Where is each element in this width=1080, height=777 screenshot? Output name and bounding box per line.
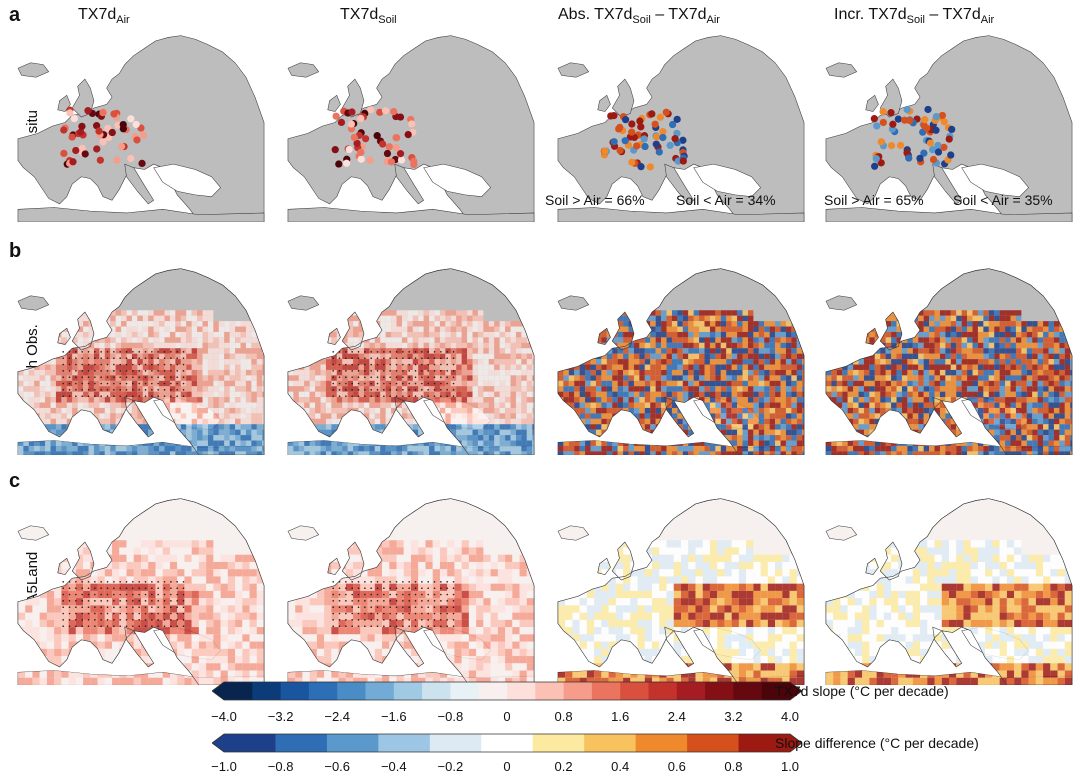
- col-title-air: TX7dAir: [78, 6, 130, 27]
- colorbar-arrow-left: [212, 682, 224, 700]
- colorbar-diff-title: Slope difference (°C per decade): [775, 735, 979, 751]
- colorbar-tick-label: 1.0: [780, 759, 800, 774]
- colorbar-swatch: [563, 682, 593, 700]
- colorbar-tick-label: −0.2: [437, 759, 464, 774]
- colorbar-slope-title: TX7d slope (°C per decade): [775, 683, 949, 699]
- colorbar-tick-label: 0.4: [611, 759, 630, 774]
- colorbar-tick-label: 0.8: [554, 709, 573, 724]
- colorbar-swatch: [535, 682, 565, 700]
- colorbar-swatch: [429, 734, 482, 752]
- panel-label-a: a: [9, 4, 21, 26]
- colorbar-tick-label: 1.6: [611, 709, 630, 724]
- colorbar-swatch: [422, 682, 451, 700]
- colorbar-swatch: [326, 734, 379, 752]
- colorbar-swatch: [648, 682, 678, 700]
- map-insitu-soil: [287, 35, 535, 222]
- colorbar-arrow-right: [790, 734, 802, 752]
- map-insitu-incr: [825, 35, 1073, 222]
- stat-incr-soil-gt-air: Soil > Air = 65%: [824, 192, 924, 208]
- stat-incr-soil-lt-air: Soil < Air = 35%: [953, 192, 1053, 208]
- col-title-incr-diff: Incr. TX7dSoil – TX7dAir: [834, 6, 995, 27]
- map-era5land-soil: [287, 498, 535, 685]
- colorbar-swatch: [705, 682, 734, 700]
- colorbar-swatch: [393, 682, 423, 700]
- colorbar-tick-label: 0.2: [554, 759, 573, 774]
- colorbar-tick-label: 0.8: [724, 759, 743, 774]
- colorbar-swatch: [591, 682, 621, 700]
- colorbar-swatch: [733, 682, 763, 700]
- colorbar-swatch: [738, 734, 791, 752]
- colorbar-tick-label: 0: [503, 709, 511, 724]
- stat-abs-soil-gt-air: Soil > Air = 66%: [545, 192, 645, 208]
- panel-label-c: c: [9, 470, 21, 492]
- colorbar-tick-label: 4.0: [780, 709, 800, 724]
- map-era5land-incr: [825, 498, 1073, 685]
- map-insitu-abs: [557, 35, 805, 222]
- colorbar-swatch: [224, 682, 253, 700]
- colorbar-swatch: [280, 682, 310, 700]
- colorbar-tick-label: 3.2: [724, 709, 743, 724]
- colorbar-tick-label: −0.8: [267, 759, 294, 774]
- colorbar-swatch: [761, 682, 791, 700]
- colorbar-tick-label: 0: [503, 759, 511, 774]
- colorbar-swatch: [308, 682, 338, 700]
- panel-label-b: b: [9, 240, 22, 262]
- colorbar-tick-label: −2.4: [324, 709, 351, 724]
- colorbar-swatch: [532, 734, 585, 752]
- colorbar-tick-label: 0.6: [667, 759, 686, 774]
- map-earthobs-abs: [557, 268, 805, 455]
- colorbar-swatch: [478, 682, 508, 700]
- colorbar-swatch: [687, 734, 740, 752]
- colorbar-tick-label: −0.8: [437, 709, 464, 724]
- colorbar-diff: [212, 733, 802, 753]
- colorbar-tick-label: −4.0: [211, 709, 237, 724]
- colorbar-swatch: [620, 682, 649, 700]
- stat-abs-soil-lt-air: Soil < Air = 34%: [676, 192, 776, 208]
- colorbar-swatch: [365, 682, 395, 700]
- colorbar-swatch: [450, 682, 480, 700]
- colorbar-tick-label: −3.2: [267, 709, 294, 724]
- colorbar-swatch: [337, 682, 366, 700]
- map-earthobs-soil: [287, 268, 535, 455]
- colorbar-tick-label: −0.6: [324, 759, 351, 774]
- colorbar-swatch: [252, 682, 282, 700]
- map-earthobs-incr: [825, 268, 1073, 455]
- colorbar-swatch: [635, 734, 688, 752]
- map-era5land-air: [17, 498, 265, 685]
- colorbar-swatch: [584, 734, 637, 752]
- colorbar-swatch: [481, 734, 534, 752]
- colorbar-arrow-right: [790, 682, 802, 700]
- colorbar-swatch: [275, 734, 328, 752]
- colorbar-arrow-left: [212, 734, 224, 752]
- colorbar-swatch: [676, 682, 706, 700]
- colorbar-swatch: [507, 682, 536, 700]
- map-insitu-air: [17, 35, 265, 222]
- col-title-abs-diff: Abs. TX7dSoil – TX7dAir: [558, 6, 720, 27]
- map-earthobs-air: [17, 268, 265, 455]
- col-title-soil: TX7dSoil: [340, 6, 397, 27]
- map-era5land-abs: [557, 498, 805, 685]
- colorbar-tick-label: −0.4: [380, 759, 407, 774]
- colorbar-swatch: [378, 734, 431, 752]
- colorbar-tick-label: −1.6: [380, 709, 407, 724]
- colorbar-swatch: [224, 734, 276, 752]
- colorbar-slope: [212, 681, 802, 701]
- colorbar-tick-label: −1.0: [211, 759, 237, 774]
- colorbar-tick-label: 2.4: [667, 709, 686, 724]
